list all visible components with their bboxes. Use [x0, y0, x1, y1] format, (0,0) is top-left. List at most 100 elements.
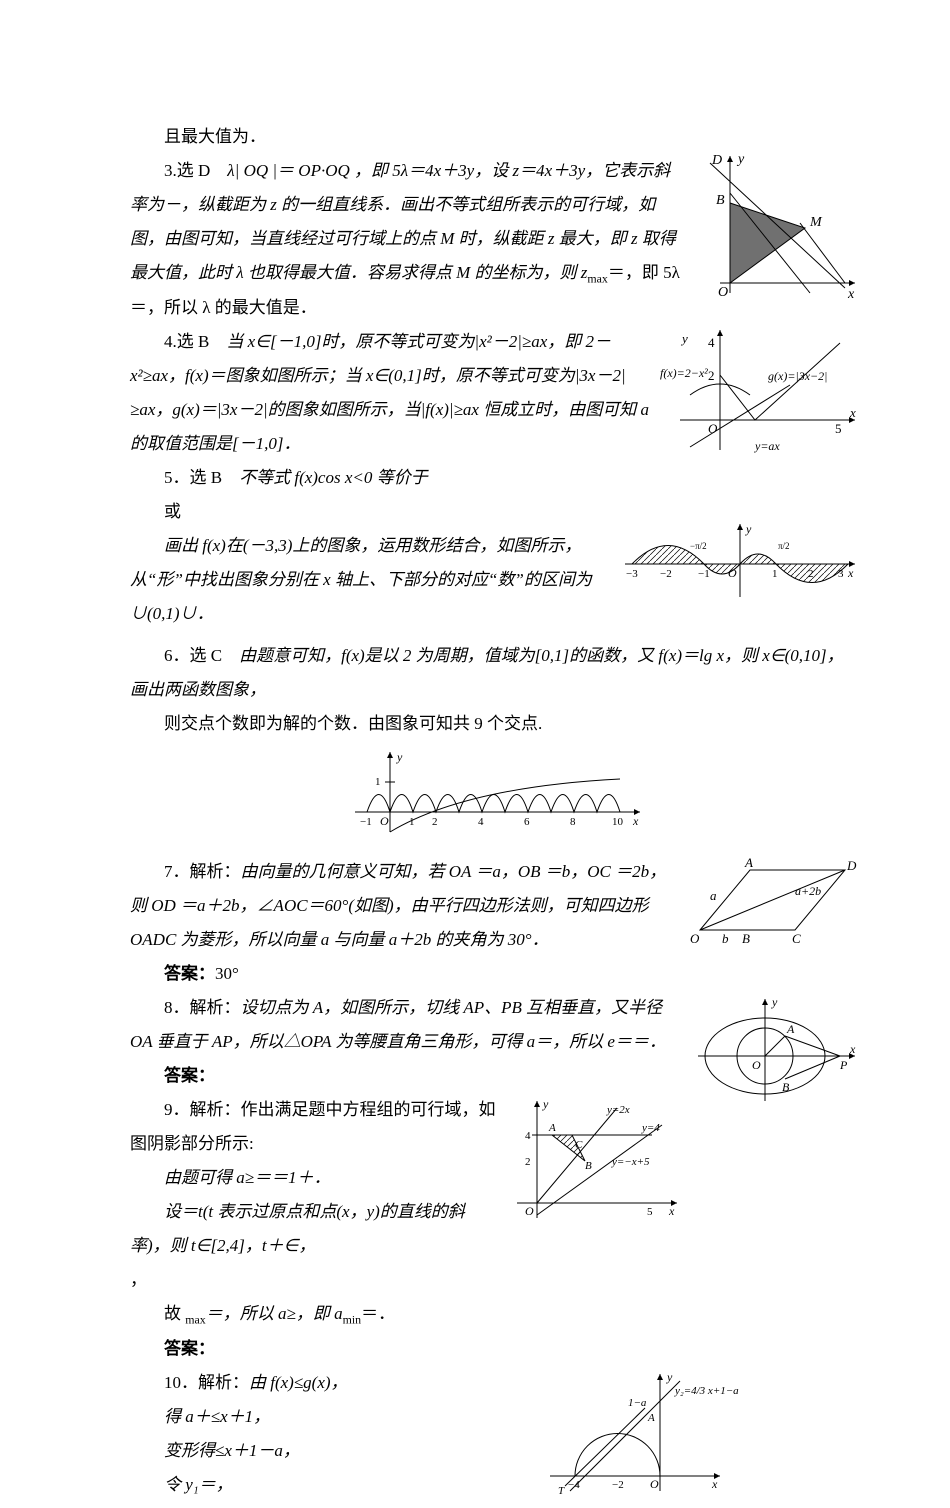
f6-nOne: −1	[360, 816, 372, 828]
f7-b: b	[722, 931, 729, 945]
f7-O: O	[690, 931, 700, 945]
f4-yax: y=ax	[754, 439, 780, 453]
f8-B: B	[782, 1080, 790, 1094]
q8-lead: 8．解析：	[164, 998, 241, 1017]
f6-t4: 4	[478, 816, 484, 828]
f6-t6: 6	[524, 816, 530, 828]
q10-body3: 变形得≤x＋1－a，	[164, 1441, 300, 1460]
label-O: O	[718, 285, 728, 300]
f5-pihalf-a: −π/2	[690, 541, 707, 551]
f10-x: x	[711, 1477, 718, 1491]
f7-B: B	[742, 931, 750, 945]
q6-para1: 6．选 C 由题意可知，f(x)是以 2 为周期，值域为[0,1]的函数，又 f…	[130, 639, 860, 707]
label-x: x	[847, 287, 855, 302]
f10-n4: −4	[568, 1479, 580, 1491]
q3-zmax: max	[587, 271, 607, 285]
f9-five: 5	[647, 1206, 653, 1218]
q9-body3: 设＝t(t 表示过原点和点(x，y)的直线的斜率)，则 t∈[2,4]，t＋∈，	[130, 1202, 465, 1255]
figure-10: y y₂=4/3 x+1−a 1−a A −4 −2 O x T	[540, 1366, 740, 1508]
figure-4: y 4 f(x)=2−x² 2 g(x)=|3x−2| O 5 x y=ax	[660, 325, 860, 467]
f5-p3: 3	[838, 568, 844, 580]
q10-body2: 得 a＋≤x＋1，	[164, 1407, 270, 1426]
f10-onema: 1−a	[628, 1397, 647, 1409]
f5-pihalf-b: π/2	[778, 541, 790, 551]
q10-para2: 得 a＋≤x＋1，	[130, 1400, 860, 1434]
q7-ans-val: 30°	[215, 964, 239, 983]
figure-9: y 4 A C 2 B y=2x y=4 y=−x+5 O 5 x	[507, 1093, 682, 1235]
q6-para2: 则交点个数即为解的个数．由图象可知共 9 个交点.	[130, 707, 860, 741]
q9-max: max	[185, 1313, 205, 1327]
f9-y: y	[542, 1097, 549, 1111]
label-M: M	[809, 215, 823, 230]
f5-n1: −1	[698, 568, 710, 580]
f6-t8: 8	[570, 816, 576, 828]
f4-gx: g(x)=|3x−2|	[768, 369, 827, 383]
f8-O: O	[752, 1058, 761, 1072]
q9-body4b: ＝，所以 a≥，即 a	[206, 1304, 343, 1323]
f9-four: 4	[525, 1130, 531, 1142]
f5-O: O	[728, 566, 737, 580]
q9-body2: 由题可得 a≥＝＝1＋．	[164, 1168, 331, 1187]
f6-t10: 10	[612, 816, 624, 828]
f9-ynx5: y=−x+5	[611, 1156, 650, 1168]
f7-C: C	[792, 931, 801, 945]
figure-5: y O x −3 −2 −1 1 2 3 −π/2 π/2	[620, 519, 860, 616]
q10-body4: 令 y₁＝，	[164, 1475, 233, 1494]
q9-para3b: ，	[130, 1263, 860, 1297]
f5-x: x	[847, 566, 854, 580]
f7-A: A	[744, 855, 753, 870]
q10-para3: 变形得≤x＋1－a，	[130, 1434, 860, 1468]
f9-two: 2	[525, 1156, 531, 1168]
q3-lead: 3.选 D	[164, 161, 227, 180]
f10-A: A	[647, 1412, 655, 1424]
f10-y: y	[666, 1370, 673, 1384]
f5-n2: −2	[660, 568, 672, 580]
f6-t1: 1	[409, 816, 415, 828]
f9-y4: y=4	[641, 1122, 660, 1134]
f9-C: C	[575, 1139, 583, 1151]
f8-A: A	[786, 1022, 795, 1036]
q9-body4: 故	[164, 1304, 185, 1323]
q10-para1: 10．解析：由 f(x)≤g(x)，	[130, 1366, 860, 1400]
q10-body1: 由 f(x)≤g(x)，	[249, 1373, 348, 1392]
f6-t2: 2	[432, 816, 438, 828]
q10-lead: 10．解析：	[164, 1373, 249, 1392]
f5-p2: 2	[808, 568, 814, 580]
q4-lead: 4.选 B	[164, 332, 226, 351]
q5-body1: 不等式 f(x)cos x<0 等价于	[239, 468, 428, 487]
f9-x: x	[668, 1204, 675, 1218]
f4-x: x	[849, 405, 856, 420]
q5-body3: 画出 f(x)在(－3,3)上的图象，运用数形结合，如图所示，从“形”中找出图象…	[130, 536, 592, 623]
q7-lead: 7．解析：	[164, 862, 241, 881]
label-B: B	[716, 193, 725, 208]
f7-D: D	[846, 858, 857, 873]
f10-O: O	[650, 1477, 659, 1491]
f6-x: x	[632, 814, 639, 828]
f4-two: 2	[708, 368, 715, 383]
q9-ans: 答案：	[130, 1332, 860, 1366]
f5-y: y	[745, 522, 752, 536]
f6-O: O	[380, 814, 389, 828]
f8-P: P	[839, 1058, 848, 1072]
f4-fx: f(x)=2−x²	[660, 366, 708, 380]
q6-lead: 6．选 C	[164, 646, 239, 665]
q9-lead: 9．解析：	[164, 1100, 241, 1119]
f9-O: O	[525, 1204, 534, 1218]
f7-apb: a+2b	[795, 884, 821, 898]
f6-y: y	[396, 750, 403, 764]
q7-ans: 答案：30°	[130, 957, 860, 991]
q9-min: min	[343, 1313, 362, 1327]
q9-body4c: ＝．	[361, 1304, 395, 1323]
figure-3: D y B M O x	[690, 148, 860, 315]
f10-y2: y₂=4/3 x+1−a	[674, 1385, 739, 1397]
f4-four: 4	[708, 335, 715, 350]
f10-T: T	[558, 1485, 565, 1496]
f5-n3: −3	[626, 568, 638, 580]
q9-para2: 由题可得 a≥＝＝1＋．	[130, 1161, 860, 1195]
q10-para4: 令 y₁＝，	[130, 1468, 860, 1502]
f4-y: y	[680, 331, 688, 346]
f9-B: B	[585, 1160, 592, 1172]
figure-6: y 1 −1 O 1 2 4 6 8 10 x	[130, 747, 860, 849]
q7-ans-label: 答案：	[164, 964, 215, 983]
f10-n2: −2	[612, 1479, 624, 1491]
